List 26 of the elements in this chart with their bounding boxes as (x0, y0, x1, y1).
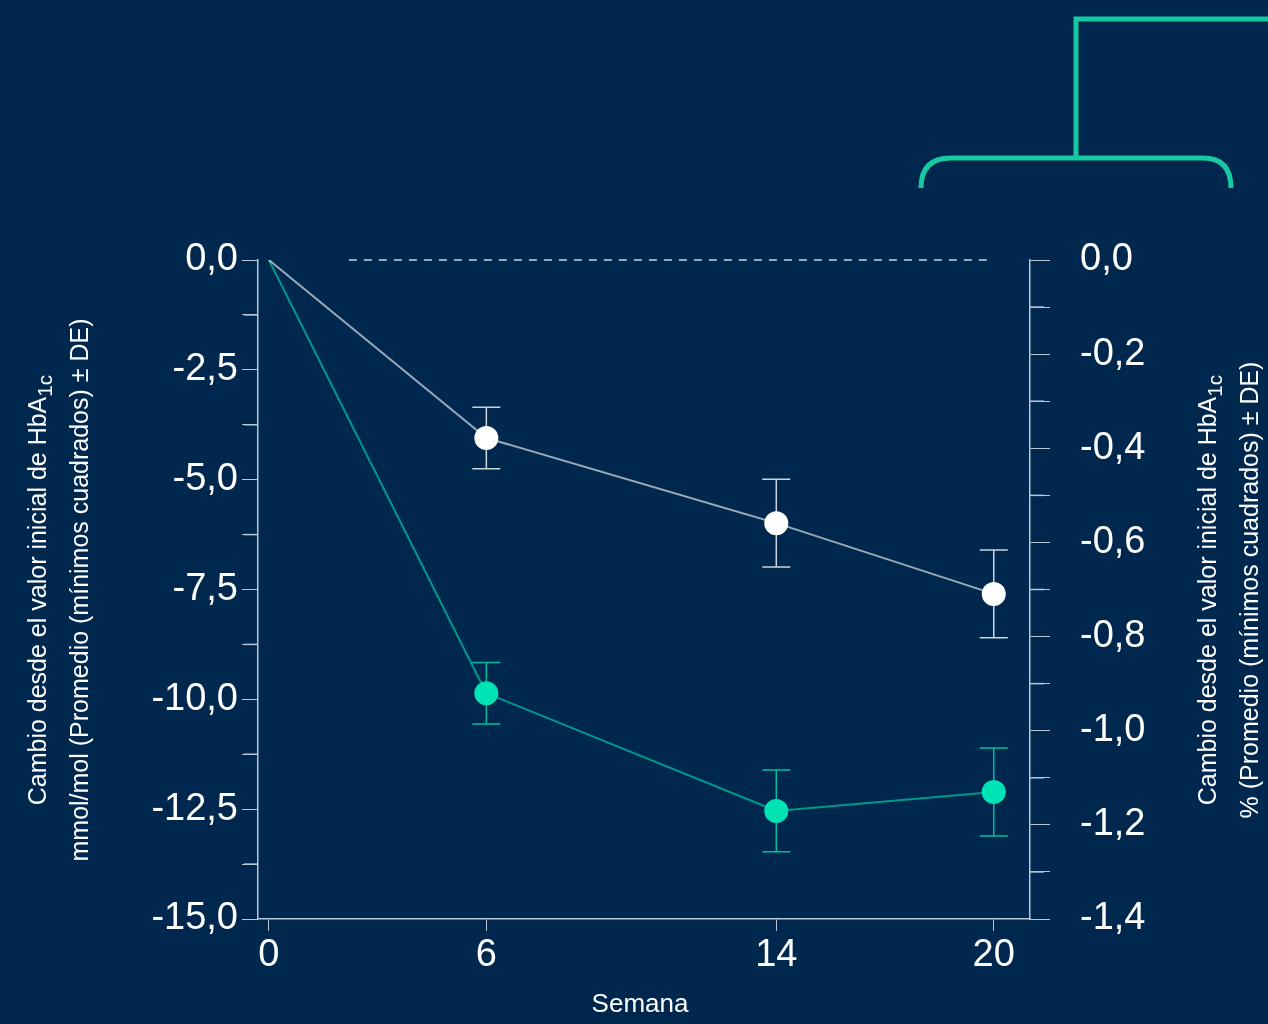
y2-tick-label: -0,4 (1080, 424, 1146, 467)
x-tick-label: 6 (475, 932, 497, 975)
y2-tick-label: -0,2 (1080, 330, 1146, 373)
y2-tick-label: -0,8 (1080, 613, 1146, 656)
point (981, 581, 1006, 606)
y2-tick-label: -1,2 (1080, 801, 1146, 844)
y2-tick-label: 0,0 (1080, 236, 1133, 279)
y-tick-label: -2,5 (172, 346, 238, 389)
y2-tick-label: -0,6 (1080, 518, 1146, 561)
x-axis-title: Semana (591, 987, 689, 1019)
point (474, 681, 499, 706)
x-tick-label: 14 (755, 932, 798, 975)
y2-tick-label: -1,4 (1080, 895, 1146, 938)
point (474, 425, 499, 450)
y-tick-label: -7,5 (172, 565, 238, 608)
y-tick-label: -15,0 (151, 895, 238, 938)
x-tick-label: 0 (258, 932, 280, 975)
point (764, 511, 789, 536)
y-tick-label: -10,0 (151, 675, 238, 718)
point (764, 798, 789, 823)
x-tick-label: 20 (972, 932, 1015, 975)
point (981, 780, 1006, 805)
y2-tick-label: -1,0 (1080, 707, 1146, 750)
y-tick-label: -5,0 (172, 456, 238, 499)
y-tick-label: -12,5 (151, 785, 238, 828)
y-tick-label: 0,0 (185, 236, 238, 279)
